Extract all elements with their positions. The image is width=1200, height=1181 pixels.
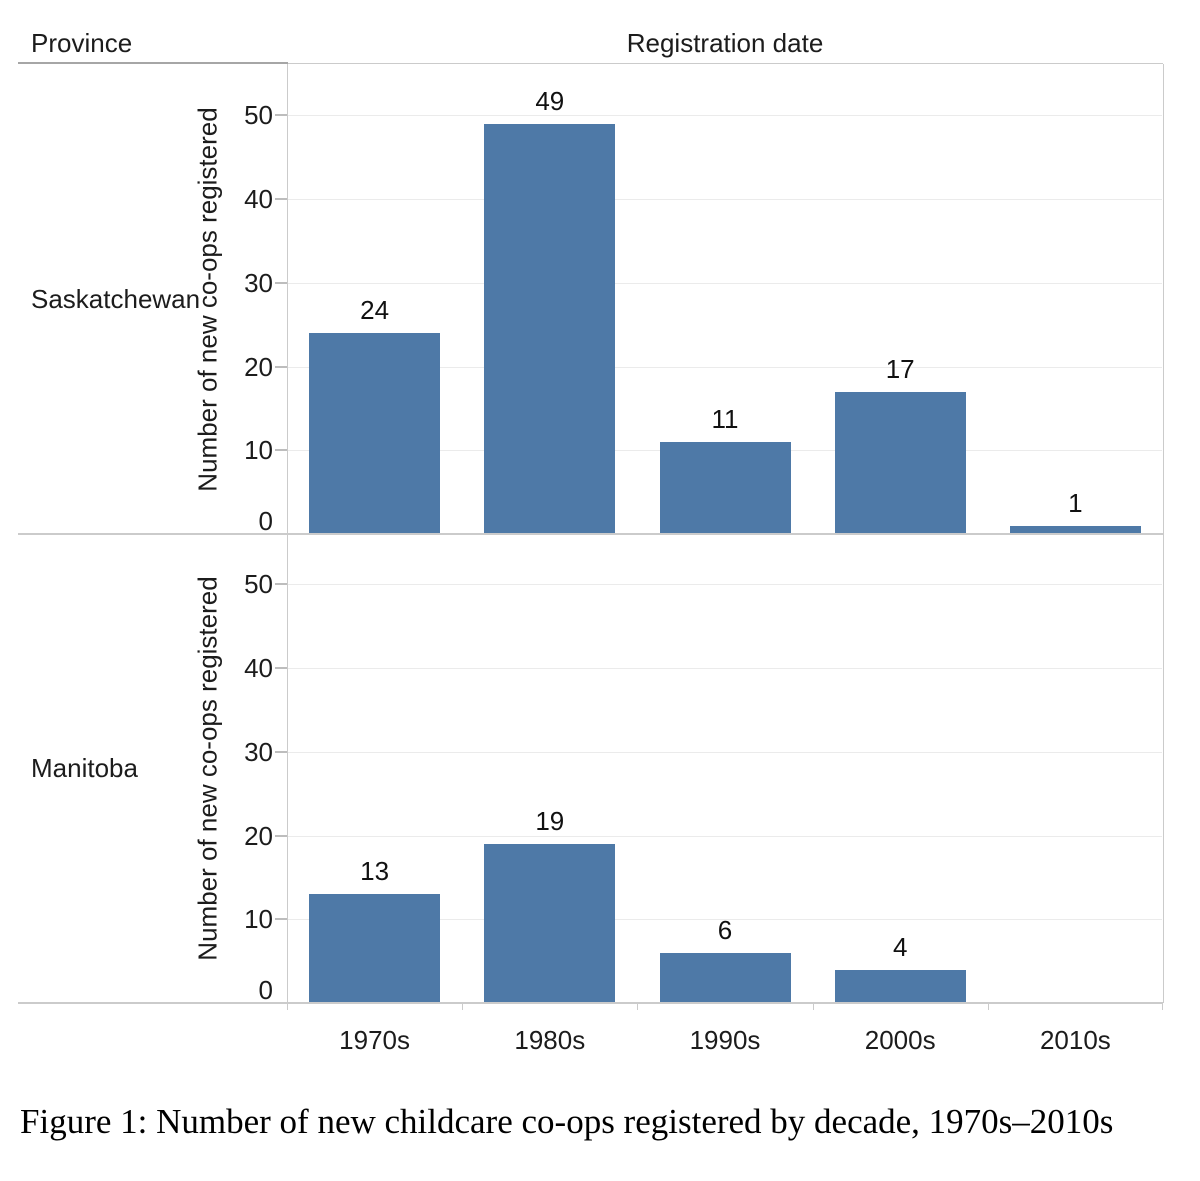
- column-dimension-header: Registration date: [626, 28, 824, 58]
- y-tick-label-10: 10: [244, 435, 273, 465]
- gridline-40: [288, 668, 1162, 669]
- bar-manitoba-2000s: [834, 969, 966, 1003]
- bar-value-label: 24: [360, 295, 390, 325]
- y-tick-mark-40: [275, 667, 287, 669]
- gridline-20: [288, 367, 1162, 368]
- y-tick-mark-30: [275, 751, 287, 753]
- gridline-30: [288, 283, 1162, 284]
- y-tick-label-10: 10: [244, 904, 273, 934]
- bar-value-label: 13: [360, 856, 390, 887]
- y-tick-label-50: 50: [244, 100, 273, 130]
- gridline-10: [288, 919, 1162, 920]
- x-tick-label-2010s: 2010s: [1039, 1025, 1111, 1055]
- x-tick-label-2000s: 2000s: [864, 1025, 936, 1055]
- bar-manitoba-1990s: [659, 952, 791, 1004]
- bar-saskatchewan-1980s: [484, 123, 616, 534]
- category-separator-tick: [462, 1003, 464, 1010]
- gridline-50: [288, 584, 1162, 585]
- y-tick-label-20: 20: [244, 821, 273, 851]
- category-separator-tick: [637, 1003, 639, 1010]
- bar-manitoba-1980s: [484, 843, 616, 1003]
- gridline-30: [288, 752, 1162, 753]
- axis-baseline: [18, 1002, 1163, 1004]
- y-tick-mark-30: [275, 282, 287, 284]
- gridline-50: [288, 115, 1162, 116]
- y-tick-mark-50: [275, 114, 287, 116]
- plot-top-border: [288, 63, 1163, 64]
- plot-right-border: [1163, 64, 1164, 1003]
- y-tick-label-40: 40: [244, 184, 273, 214]
- y-tick-mark-50: [275, 583, 287, 585]
- row-dimension-header: Province: [31, 28, 133, 58]
- bar-saskatchewan-2010s: [1009, 525, 1141, 534]
- bar-value-label: 1: [1068, 487, 1083, 518]
- bar-value-label: 4: [892, 931, 908, 962]
- facet-divider: [18, 533, 1163, 535]
- y-tick-label-50: 50: [244, 569, 273, 599]
- y-tick-mark-20: [275, 835, 287, 837]
- y-tick-label-30: 30: [244, 268, 273, 298]
- bar-manitoba-1970s: [309, 894, 441, 1003]
- x-tick-label-1970s: 1970s: [339, 1025, 411, 1055]
- bar-saskatchewan-2000s: [834, 391, 966, 534]
- x-tick-label-1980s: 1980s: [514, 1025, 586, 1055]
- row-label-manitoba: Manitoba: [31, 753, 138, 783]
- y-tick-label-30: 30: [244, 737, 273, 767]
- y-tick-label-20: 20: [244, 352, 273, 382]
- y-tick-mark-10: [275, 918, 287, 920]
- row-label-saskatchewan: Saskatchewan: [31, 284, 201, 314]
- y-tick-mark-40: [275, 198, 287, 200]
- y-tick-mark-20: [275, 366, 287, 368]
- y-tick-label-0: 0: [258, 975, 273, 1005]
- category-separator-tick: [287, 1003, 288, 1010]
- bar-saskatchewan-1990s: [659, 441, 791, 534]
- bar-value-label: 17: [885, 353, 915, 384]
- y-tick-label-0: 0: [258, 506, 273, 536]
- figure-caption: Figure 1: Number of new childcare co-ops…: [20, 1102, 1114, 1141]
- bar-value-label: 11: [711, 403, 739, 434]
- y-tick-label-40: 40: [244, 653, 273, 683]
- gridline-20: [288, 836, 1162, 837]
- header-underline: [18, 62, 288, 64]
- category-separator-tick: [812, 1003, 814, 1010]
- bar-value-label: 19: [535, 805, 565, 836]
- y-tick-mark-10: [275, 449, 287, 451]
- bar-value-label: 49: [535, 85, 565, 116]
- x-tick-label-1990s: 1990s: [689, 1025, 761, 1055]
- bar-saskatchewan-1970s: [309, 333, 441, 534]
- gridline-40: [288, 199, 1162, 200]
- bar-value-label: 6: [717, 914, 733, 945]
- category-separator-tick: [1162, 1003, 1163, 1010]
- category-separator-tick: [987, 1003, 989, 1010]
